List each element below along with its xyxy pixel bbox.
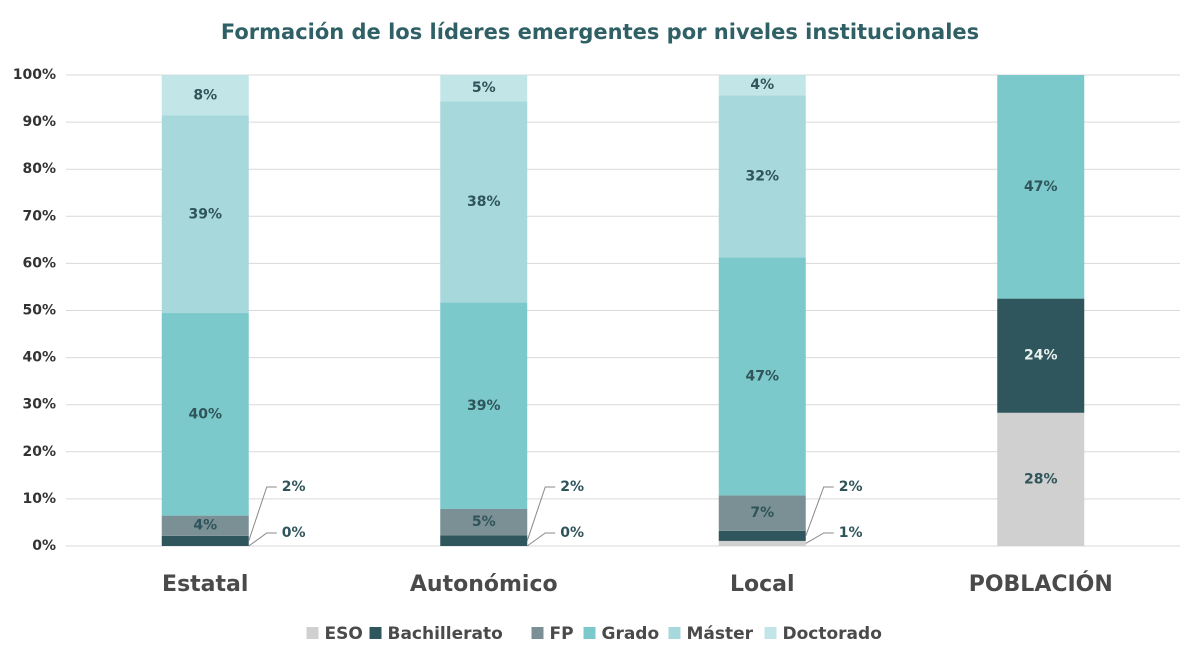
- data-label: 28%: [1024, 471, 1058, 487]
- data-label: 5%: [472, 80, 496, 96]
- legend-swatch: [369, 627, 382, 639]
- data-label: 47%: [745, 368, 779, 384]
- data-label: 40%: [188, 406, 222, 422]
- y-tick-label: 30%: [22, 397, 56, 413]
- bar-segment: [161, 313, 249, 516]
- legend-label: ESO: [325, 624, 363, 644]
- legend-swatch: [306, 627, 319, 639]
- bar-segment: [440, 302, 528, 509]
- chart-title: Formación de los líderes emergentes por …: [221, 20, 979, 44]
- legend-swatch: [531, 627, 544, 639]
- x-tick-label: POBLACIÓN: [969, 571, 1113, 597]
- bar-segment: [161, 515, 249, 536]
- bar-segment: [997, 75, 1085, 299]
- bar-segment: [440, 508, 528, 536]
- data-label: 5%: [472, 514, 496, 530]
- callout-line: [805, 532, 834, 544]
- callout-line: [805, 486, 834, 537]
- legend-label: Doctorado: [783, 624, 882, 644]
- y-tick-label: 70%: [22, 208, 56, 224]
- y-tick-label: 80%: [22, 161, 56, 177]
- data-label: 4%: [193, 518, 217, 534]
- bar-segment: [718, 530, 806, 541]
- bar-segment: [440, 101, 528, 303]
- legend-label: FP: [550, 624, 574, 644]
- y-tick-label: 0%: [32, 538, 56, 554]
- y-tick-label: 50%: [22, 303, 56, 319]
- y-tick-label: 10%: [22, 491, 56, 507]
- data-label: 2%: [282, 479, 306, 495]
- y-tick-label: 90%: [22, 114, 56, 130]
- data-label: 7%: [750, 505, 774, 521]
- bar-segment: [161, 535, 249, 546]
- legend-label: Bachillerato: [388, 624, 503, 644]
- data-label: 32%: [745, 168, 779, 184]
- bar-segment: [440, 535, 528, 546]
- callout-line: [526, 486, 556, 541]
- bar-segment: [161, 115, 249, 314]
- y-tick-label: 20%: [22, 444, 56, 460]
- y-tick-label: 60%: [22, 255, 56, 271]
- data-label: 2%: [839, 479, 863, 495]
- bar-segment: [161, 75, 249, 116]
- bar-segment: [997, 298, 1085, 413]
- callout-line: [248, 532, 277, 547]
- legend-label: Grado: [602, 624, 660, 644]
- x-tick-label: Estatal: [162, 572, 248, 597]
- data-label: 0%: [560, 525, 584, 541]
- legend-label: Máster: [687, 624, 754, 644]
- y-tick-label: 40%: [22, 350, 56, 366]
- legend-swatch: [668, 627, 681, 639]
- y-tick-label: 100%: [13, 67, 56, 83]
- data-label: 24%: [1024, 348, 1058, 364]
- bar-segment: [718, 540, 806, 546]
- data-label: 39%: [188, 206, 222, 222]
- bar-segment: [997, 412, 1085, 546]
- bar-segment: [440, 75, 528, 102]
- data-label: 1%: [839, 525, 863, 541]
- bar-segment: [718, 495, 806, 531]
- x-tick-label: Local: [730, 572, 795, 597]
- callout-line: [248, 486, 277, 542]
- callout-line: [526, 532, 556, 547]
- data-label: 39%: [467, 398, 501, 414]
- data-label: 2%: [560, 479, 584, 495]
- data-label: 0%: [282, 525, 306, 541]
- legend-swatch: [583, 627, 596, 639]
- x-tick-label: Autonómico: [410, 572, 558, 597]
- data-label: 38%: [467, 194, 501, 210]
- data-label: 47%: [1024, 179, 1058, 195]
- bar-segment: [718, 95, 806, 258]
- data-label: 4%: [750, 77, 774, 93]
- data-label: 8%: [193, 87, 217, 103]
- bar-segment: [718, 257, 806, 496]
- bar-segment: [718, 75, 806, 96]
- legend-swatch: [764, 627, 777, 639]
